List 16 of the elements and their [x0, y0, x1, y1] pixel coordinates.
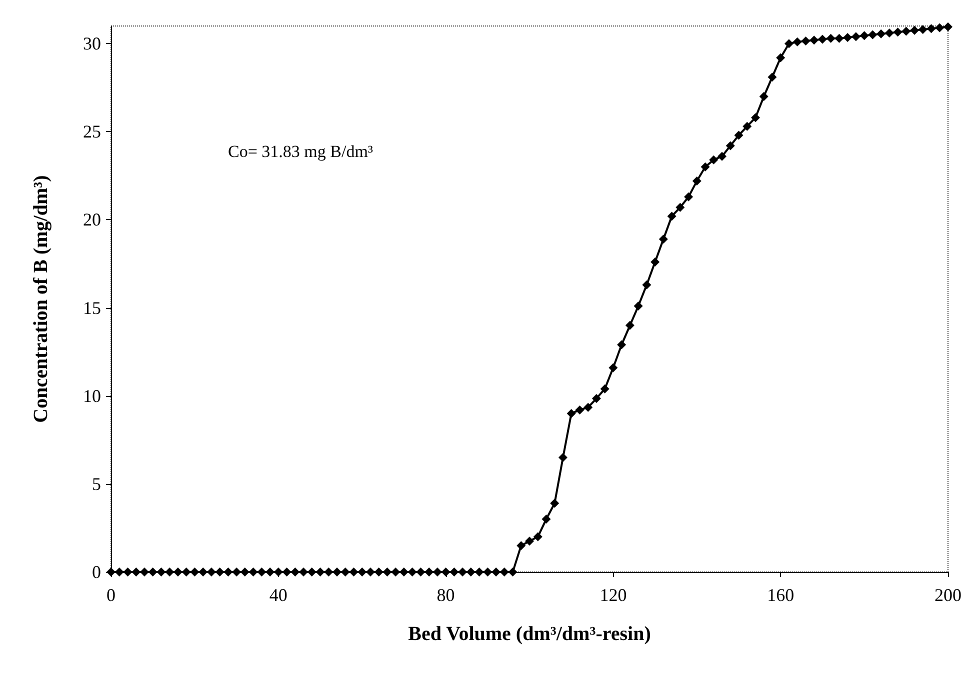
x-tick-label: 0 [106, 585, 116, 605]
y-tick-label: 20 [83, 210, 101, 230]
y-tick-label: 10 [83, 386, 101, 406]
x-axis-title: Bed Volume (dm³/dm³-resin) [408, 623, 651, 645]
y-tick-label: 0 [92, 562, 101, 582]
y-tick-label: 25 [83, 122, 101, 142]
y-axis-title: Concentration of B (mg/dm³) [30, 175, 52, 423]
x-tick-label: 200 [934, 585, 962, 605]
y-tick-label: 15 [83, 298, 101, 318]
x-tick-label: 80 [436, 585, 455, 605]
x-tick-label: 40 [269, 585, 288, 605]
y-tick-label: 5 [92, 474, 101, 494]
annotation: Co= 31.83 mg B/dm³ [228, 142, 374, 161]
x-tick-label: 160 [767, 585, 794, 605]
x-tick-label: 120 [600, 585, 627, 605]
y-tick-label: 30 [83, 34, 101, 54]
